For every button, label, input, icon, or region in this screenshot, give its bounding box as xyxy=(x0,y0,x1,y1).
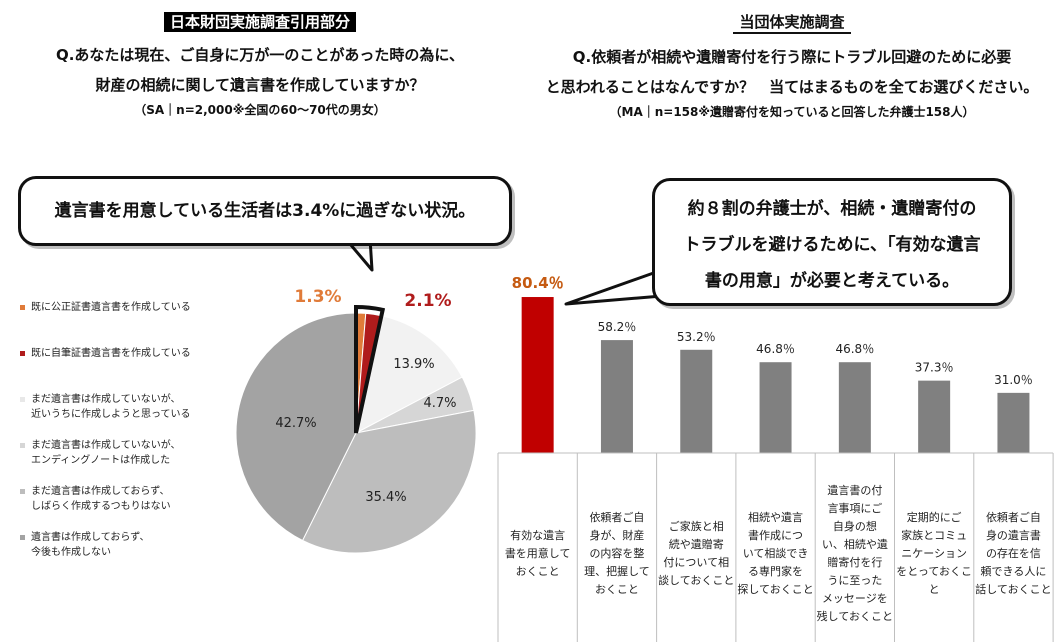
pie-slice xyxy=(235,312,357,542)
legend-label: 既に自筆証書遺言書を作成している xyxy=(31,348,191,359)
right-header-tag: 当団体実施調査 xyxy=(733,12,851,34)
right-callout-line3: 書の用意」が必要と考えている。 xyxy=(704,271,960,291)
left-note: （SA｜n=2,000※全国の60～70代の男女） xyxy=(134,103,386,117)
bar xyxy=(838,362,871,453)
right-callout-line2: トラブルを避けるために、「有効な遺言 xyxy=(683,235,981,255)
bar xyxy=(759,362,792,453)
bar-value-label: 80.4％ xyxy=(512,274,564,292)
bar xyxy=(680,349,713,453)
bar xyxy=(521,297,554,453)
category-label: 遺言書の付 言事項にご 自身の想 い、相続や遺 贈寄付を行 うに至った メッセー… xyxy=(816,483,893,623)
pie-slice-label: 4.7% xyxy=(423,396,456,411)
pie-highlight-outline xyxy=(354,304,386,434)
legend-label: まだ遺言書は作成しておらず、 しばらく作成するつもりはない xyxy=(31,486,171,512)
legend-swatch xyxy=(20,535,25,540)
legend-item: まだ遺言書は作成しておらず、 しばらく作成するつもりはない xyxy=(20,484,171,514)
legend-item: まだ遺言書は作成していないが、 エンディングノートは作成した xyxy=(20,438,181,468)
category-label: 有効な遺言 書を用意して おくこと xyxy=(504,528,571,578)
bar-value-label: 53.2％ xyxy=(677,330,716,344)
bar-value-label: 37.3％ xyxy=(915,361,954,375)
pie-slice-label: 35.4% xyxy=(365,490,406,505)
legend-item: 遺言書は作成しておらず、 今後も作成しない xyxy=(20,530,150,560)
bar-value-label: 46.8％ xyxy=(756,342,795,356)
legend-item: まだ遺言書は作成していないが、 近いうちに作成しようと思っている xyxy=(20,392,191,422)
legend-swatch xyxy=(20,351,25,356)
pie-slice xyxy=(355,315,463,434)
legend-label: 遺言書は作成しておらず、 今後も作成しない xyxy=(31,532,150,558)
pie-slice-label: 2.1% xyxy=(404,291,451,311)
right-note: （MA｜n=158※遺贈寄付を知っていると回答した弁護士158人） xyxy=(609,105,975,119)
legend-label: まだ遺言書は作成していないが、 近いうちに作成しようと思っている xyxy=(31,394,191,420)
left-header: 日本財団実施調査引用部分 Q.あなたは現在、ご自身に万が一のことがあった時の為に… xyxy=(0,12,520,120)
category-label: 相続や遺言 書作成につ いて相談でき る専門家を 探しておくこと xyxy=(737,510,814,596)
right-callout-line1: 約８割の弁護士が、相続・遺贈寄付の xyxy=(687,199,977,219)
bar xyxy=(997,392,1030,453)
legend-swatch xyxy=(20,305,25,310)
legend-label: まだ遺言書は作成していないが、 エンディングノートは作成した xyxy=(31,440,181,466)
pie-slice-label: 42.7% xyxy=(275,416,316,431)
category-label: 依頼者ご自 身の遺言書 の存在を信 頼できる人に 話しておくこと xyxy=(975,510,1052,596)
bar xyxy=(918,380,951,453)
right-header: 当団体実施調査 Q.依頼者が相続や遺贈寄付を行う際にトラブル回避のために必要 と… xyxy=(520,12,1064,122)
pie-slice xyxy=(301,409,477,554)
right-callout-bubble: 約８割の弁護士が、相続・遺贈寄付の トラブルを避けるために、「有効な遺言 書の用… xyxy=(652,178,1012,306)
left-callout-bubble: 遺言書を用意している生活者は3.4%に過ぎない状況。 xyxy=(18,176,512,246)
right-question-line1: Q.依頼者が相続や遺贈寄付を行う際にトラブル回避のために必要 xyxy=(572,48,1012,66)
bar-value-label: 31.0％ xyxy=(994,373,1033,387)
legend-swatch xyxy=(20,397,25,402)
legend-item: 既に公正証書遺言書を作成している xyxy=(20,300,191,315)
legend-item: 既に自筆証書遺言書を作成している xyxy=(20,346,191,361)
bar xyxy=(600,340,633,453)
category-label: 定期的にご 家族とコミュ ニケーション をとっておくこ と xyxy=(896,510,973,596)
right-question-line2: と思われることはなんですか？ 当てはまるものを全てお選びください。 xyxy=(545,78,1039,96)
legend-swatch xyxy=(20,489,25,494)
category-label: ご家族と相 続や遺贈寄 付について相 談しておくこと xyxy=(658,519,735,587)
pie-slice-label: 13.9% xyxy=(393,357,434,372)
bar-value-label: 46.8％ xyxy=(835,342,874,356)
left-question-line2: 財産の相続に関して遺言書を作成していますか？ xyxy=(95,76,425,94)
legend-label: 既に公正証書遺言書を作成している xyxy=(31,302,191,313)
bar-value-label: 58.2％ xyxy=(598,320,637,334)
right-callout-tail xyxy=(564,268,664,306)
legend-swatch xyxy=(20,443,25,448)
category-label: 依頼者ご自 身が、財産 の内容を整 理、把握して おくこと xyxy=(584,510,650,596)
left-header-tag: 日本財団実施調査引用部分 xyxy=(163,12,356,32)
left-question-line1: Q.あなたは現在、ご自身に万が一のことがあった時の為に、 xyxy=(55,46,464,64)
pie-slice-label: 1.3% xyxy=(294,287,341,307)
left-callout-text: 遺言書を用意している生活者は3.4%に過ぎない状況。 xyxy=(54,201,476,221)
